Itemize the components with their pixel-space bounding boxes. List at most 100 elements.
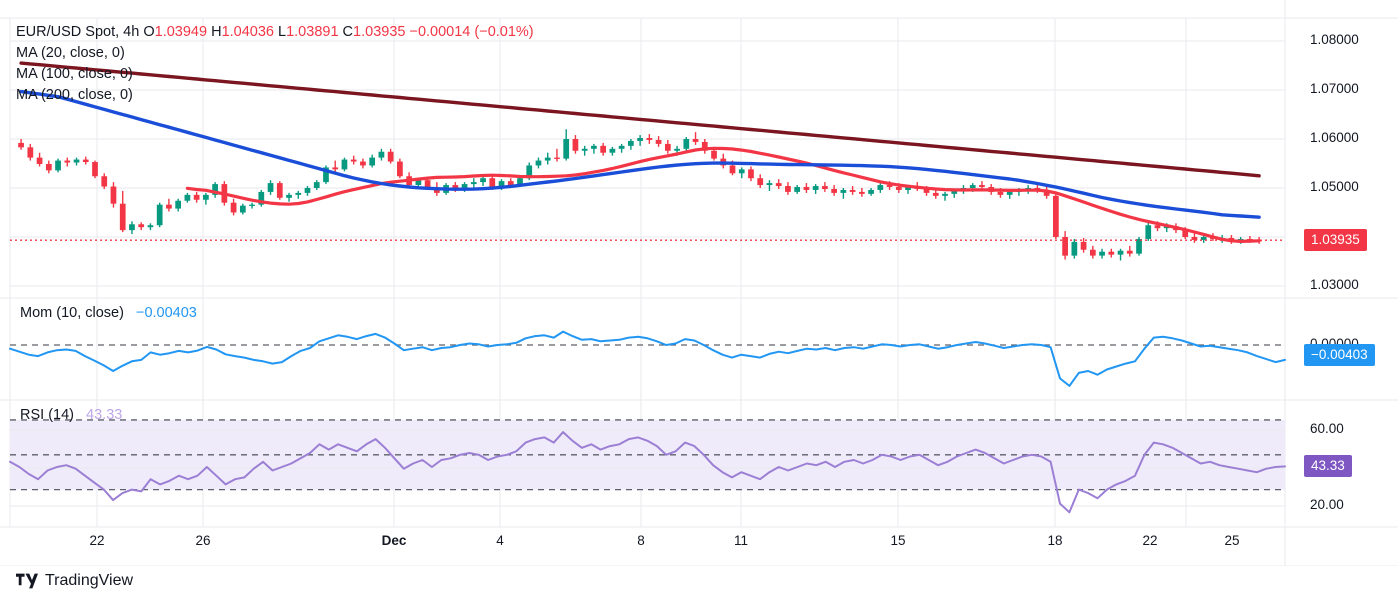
rsi-value-badge[interactable]: 43.33 [1304, 455, 1352, 477]
candle [840, 189, 847, 193]
candle [184, 194, 191, 201]
price-axis-label: 1.07000 [1310, 81, 1359, 96]
candle [664, 143, 671, 151]
candle [110, 186, 117, 204]
candle [424, 180, 431, 188]
candle [868, 189, 874, 194]
candle [1136, 238, 1142, 254]
momentum-line [9, 330, 1286, 387]
candle [1006, 191, 1013, 195]
candle [397, 161, 403, 177]
candle [858, 191, 865, 194]
candle [507, 181, 514, 186]
candle [156, 204, 163, 226]
candle [932, 192, 939, 196]
candle [849, 189, 856, 192]
candle [997, 191, 1004, 195]
candle [1062, 237, 1068, 256]
candle [748, 169, 754, 179]
candle [831, 188, 837, 193]
candle [803, 187, 810, 190]
candle [55, 160, 61, 171]
time-axis-label: Dec [381, 533, 407, 548]
candle [193, 194, 200, 200]
candle [526, 165, 533, 179]
candle [572, 139, 579, 151]
tradingview-wordmark: TradingView [45, 572, 134, 589]
candle [637, 138, 643, 141]
candle [369, 157, 376, 166]
candle [895, 187, 902, 190]
candle [360, 161, 366, 166]
candle [905, 187, 911, 190]
candle [92, 162, 98, 177]
candle [942, 193, 948, 196]
candle [766, 183, 773, 186]
candle [212, 184, 218, 195]
candle [1053, 195, 1059, 237]
candle [461, 184, 468, 189]
candle [101, 176, 108, 187]
last-price-badge[interactable]: 1.03935 [1304, 229, 1367, 252]
candle [470, 182, 477, 185]
momentum-series [9, 330, 1286, 387]
candle [258, 191, 265, 205]
time-axis-label: 18 [1047, 533, 1063, 548]
candle [378, 151, 385, 158]
candle [600, 145, 607, 153]
candle [64, 160, 71, 163]
candle [1182, 230, 1189, 237]
time-axis-label: 11 [733, 533, 749, 548]
candle [628, 140, 634, 146]
candle [249, 204, 255, 206]
candle [341, 159, 348, 170]
candle [701, 141, 708, 151]
price-axis-label: 1.03000 [1310, 277, 1359, 292]
candle [683, 139, 690, 149]
candle [886, 185, 893, 188]
candle [138, 224, 145, 228]
candle [609, 148, 616, 153]
candle [618, 145, 625, 149]
time-axis-label: 25 [1224, 533, 1240, 548]
candle [785, 186, 791, 192]
moving-averages [19, 61, 1261, 243]
candle [517, 178, 523, 186]
candle [655, 139, 662, 144]
candle [276, 183, 283, 198]
time-axis-label: 4 [496, 533, 504, 548]
candle [581, 148, 588, 151]
candle [489, 178, 496, 188]
candle [119, 203, 126, 231]
candle [951, 190, 958, 194]
candle [27, 147, 34, 158]
candle [239, 205, 246, 213]
candle [45, 163, 52, 171]
time-axis-label: 8 [637, 533, 645, 548]
candle [73, 159, 80, 163]
rsi-axis-label: 20.00 [1310, 497, 1344, 512]
rsi-series [9, 419, 1286, 514]
candle [711, 150, 717, 159]
mom-value-badge[interactable]: −0.00403 [1304, 344, 1375, 366]
candle [674, 148, 680, 151]
candle [166, 204, 172, 209]
candle [1108, 251, 1115, 255]
candle [387, 151, 394, 162]
candle [415, 180, 422, 186]
candle [1099, 251, 1105, 256]
candle [738, 169, 745, 174]
time-axis-label: 26 [195, 533, 211, 548]
candle [1043, 189, 1050, 196]
price-axis-label: 1.05000 [1310, 179, 1359, 194]
candle [175, 200, 182, 209]
candle [1126, 250, 1133, 254]
candle [36, 157, 43, 164]
candle [822, 186, 828, 189]
tradingview-logo[interactable]: TradingView [16, 572, 133, 590]
candle [452, 185, 459, 189]
candle [295, 192, 302, 195]
